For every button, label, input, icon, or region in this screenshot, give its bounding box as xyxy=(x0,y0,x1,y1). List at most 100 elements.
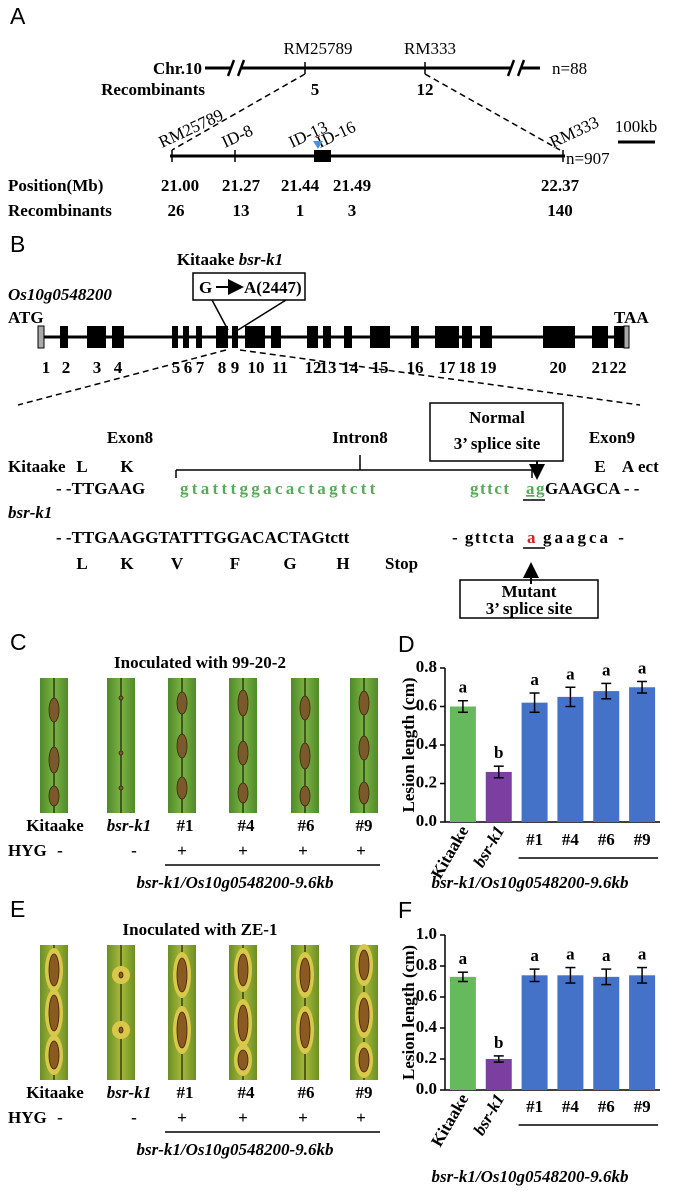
bar xyxy=(629,975,656,1090)
lesion xyxy=(176,957,188,993)
exon-number: 17 xyxy=(439,358,457,377)
label: bsr-k1/Os10g0548200-9.6kb xyxy=(137,1140,334,1159)
label: Mutant xyxy=(502,582,557,601)
x-tick-label: bsr-k1 xyxy=(470,1091,509,1139)
label: RM333 xyxy=(547,112,602,151)
label: 21.27 xyxy=(222,176,261,195)
label: 12 xyxy=(417,80,434,99)
exon xyxy=(370,326,390,348)
site-box xyxy=(429,402,564,462)
bar xyxy=(557,975,584,1090)
exon xyxy=(462,326,472,348)
label: Kitaake xyxy=(8,457,66,476)
label: Stop xyxy=(385,554,418,573)
y-axis-title: Lesion length (cm) xyxy=(399,945,418,1080)
label: + xyxy=(238,1108,248,1127)
exon xyxy=(112,326,124,348)
label: + xyxy=(238,841,248,860)
x-tick-label: #1 xyxy=(526,830,543,849)
break-mark xyxy=(506,59,516,77)
label: L xyxy=(76,457,87,476)
label: ect xyxy=(638,457,659,476)
lesion xyxy=(237,953,249,987)
significance-letter: a xyxy=(602,660,611,679)
x-tick-label: #6 xyxy=(598,830,615,849)
label: Os10g0548200 xyxy=(8,285,112,304)
zoom-line xyxy=(171,73,306,151)
y-tick-label: 0.4 xyxy=(416,1017,438,1036)
label: + xyxy=(298,841,308,860)
x-tick-label: Kitaake xyxy=(427,1090,472,1150)
exon xyxy=(245,326,265,348)
utr xyxy=(37,325,45,349)
label: #9 xyxy=(356,816,373,835)
lesion xyxy=(118,695,124,701)
label: 100kb xyxy=(615,117,658,136)
sequence: - -TTGAAG gtatttggacactagtctt gttct agGAAGC… xyxy=(56,479,640,498)
label: E xyxy=(594,457,605,476)
x-tick-label: bsr-k1 xyxy=(470,823,509,871)
label: Kitaake xyxy=(26,816,84,835)
x-tick-label: #9 xyxy=(634,830,651,849)
label: bsr-k1 xyxy=(107,816,151,835)
mutation-title: Kitaake bsr-k1 xyxy=(177,250,283,269)
exon xyxy=(344,326,352,348)
lesion xyxy=(299,785,311,807)
exon xyxy=(87,326,106,348)
lesion xyxy=(358,949,370,981)
label: bsr-k1 xyxy=(107,1083,151,1102)
significance-letter: a xyxy=(530,946,539,965)
label: ATG xyxy=(8,308,44,327)
exon xyxy=(307,326,318,348)
label: 140 xyxy=(547,201,573,220)
lesion xyxy=(299,1011,311,1049)
zoom-line xyxy=(239,349,641,406)
label: Inoculated with 99-20-2 xyxy=(114,653,286,672)
lesion xyxy=(118,785,124,791)
lesion xyxy=(176,733,188,759)
bar xyxy=(557,696,584,822)
label: + xyxy=(298,1108,308,1127)
label: 3 xyxy=(348,201,357,220)
zoom-line xyxy=(424,73,561,151)
lesion xyxy=(48,746,60,774)
candidate-region xyxy=(314,150,331,162)
y-tick-label: 0.6 xyxy=(416,986,437,1005)
break-gap xyxy=(231,60,241,76)
x-tick-label: #9 xyxy=(634,1097,651,1116)
exon-number: 18 xyxy=(459,358,476,377)
exon-number: 7 xyxy=(196,358,205,377)
label: HYG xyxy=(8,1108,47,1127)
label: bsr-k1 xyxy=(8,503,52,522)
label: - xyxy=(131,841,137,860)
label: ID-8 xyxy=(219,121,256,152)
exon-number: 2 xyxy=(62,358,71,377)
exon xyxy=(323,326,331,348)
exon-number: 20 xyxy=(550,358,567,377)
label: Intron8 xyxy=(332,428,387,447)
exon xyxy=(543,326,575,348)
panel-label: B xyxy=(10,231,25,257)
exon xyxy=(435,326,459,348)
sequence-segment: ag xyxy=(526,479,546,498)
break-mark xyxy=(236,59,246,77)
label: Exon8 xyxy=(107,428,153,447)
exon xyxy=(411,326,419,348)
exon-number: 9 xyxy=(231,358,240,377)
sequence-segment: gttct xyxy=(470,479,511,498)
exon-number: 19 xyxy=(480,358,497,377)
exon-number: 14 xyxy=(342,358,360,377)
label: n=88 xyxy=(552,59,587,78)
label: F xyxy=(230,554,240,573)
sequence: - -TTGAAGGTATTTGGACACTAGtctt - gttcta a gaa… xyxy=(56,528,627,547)
bar xyxy=(485,1059,512,1090)
label: RM25789 xyxy=(156,105,227,151)
y-tick-label: 0.6 xyxy=(416,695,437,714)
label: 3’ splice site xyxy=(454,434,541,453)
label: - xyxy=(57,841,63,860)
significance-letter: a xyxy=(459,949,468,968)
x-tick-label: #4 xyxy=(562,1097,580,1116)
label: - xyxy=(57,1108,63,1127)
